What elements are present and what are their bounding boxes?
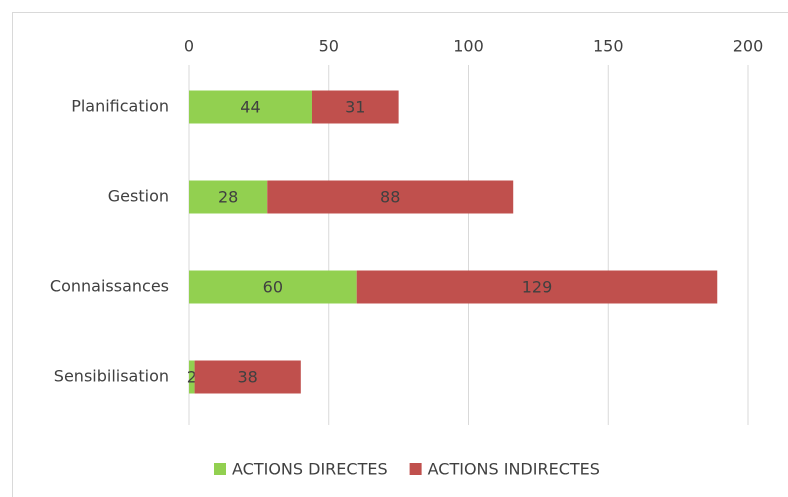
legend-swatch	[214, 463, 226, 475]
legend-swatch	[409, 463, 422, 475]
legend-label: ACTIONS DIRECTES	[232, 460, 388, 479]
y-tick-label: Gestion	[108, 187, 169, 206]
x-tick-label: 150	[593, 37, 624, 56]
y-tick-label: Planification	[71, 97, 169, 116]
x-tick-label: 100	[453, 37, 484, 56]
bar-segment	[189, 90, 312, 124]
bar-segment	[267, 180, 514, 214]
bar-segment	[189, 360, 195, 394]
x-tick-label: 200	[733, 37, 764, 56]
data-label: 129	[522, 278, 553, 297]
bar-segment	[189, 270, 357, 304]
data-label: 28	[218, 188, 238, 207]
data-label: 38	[238, 368, 258, 387]
bar-segment	[311, 90, 399, 124]
x-tick-label: 50	[319, 37, 339, 56]
bar-segment	[189, 180, 268, 214]
y-tick-label: Connaissances	[50, 277, 169, 296]
bar-segment	[194, 360, 301, 394]
data-label: 31	[345, 98, 365, 117]
data-label: 2	[187, 368, 197, 387]
legend-label: ACTIONS INDIRECTES	[428, 460, 600, 479]
chart-border	[12, 12, 788, 497]
data-label: 60	[263, 278, 283, 297]
y-tick-label: Sensibilisation	[54, 367, 169, 386]
bar-segment	[356, 270, 718, 304]
data-label: 44	[240, 98, 260, 117]
x-tick-label: 0	[184, 37, 194, 56]
data-label: 88	[380, 188, 400, 207]
